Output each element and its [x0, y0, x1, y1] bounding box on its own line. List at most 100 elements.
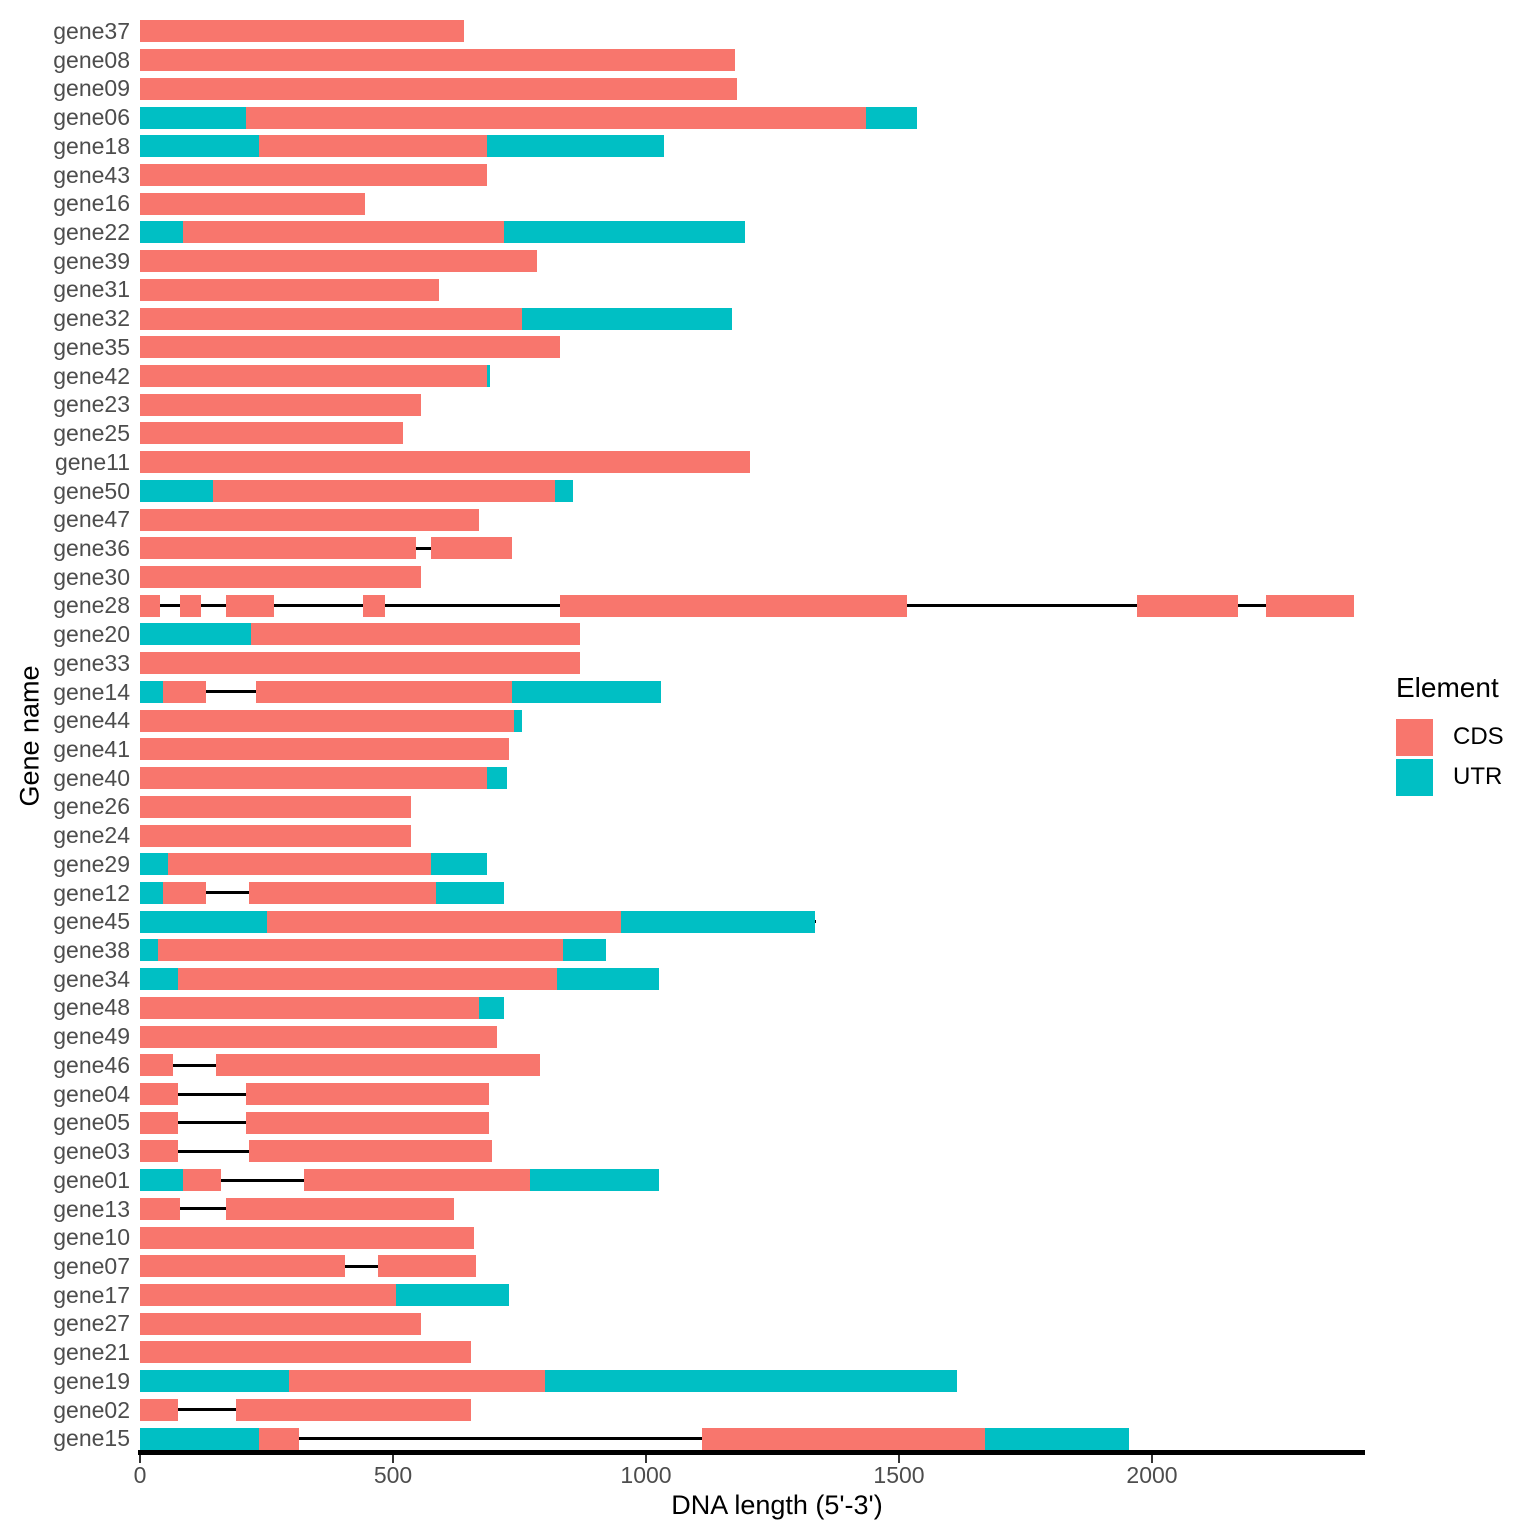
gene-label-gene28: gene28: [53, 592, 130, 619]
gene-segment-cds: [140, 824, 411, 847]
gene-segment-cds: [226, 1197, 454, 1220]
gene-segment-cds: [140, 537, 416, 560]
x-tick-mark: [898, 1455, 900, 1463]
gene-label-gene02: gene02: [53, 1396, 130, 1423]
gene-segment-utr: [430, 853, 487, 876]
gene-segment-cds: [140, 566, 421, 589]
gene-label-gene06: gene06: [53, 104, 130, 131]
gene-label-gene41: gene41: [53, 736, 130, 762]
gene-segment-cds: [140, 1054, 173, 1077]
x-tick-label: 500: [373, 1462, 413, 1488]
gene-segment-cds: [140, 1398, 178, 1421]
gene-label-gene35: gene35: [53, 333, 130, 360]
y-axis-title: Gene name: [14, 665, 45, 807]
legend-label: CDS: [1453, 723, 1504, 750]
gene-segment-cds: [140, 1083, 178, 1105]
gene-segment-cds: [157, 939, 563, 962]
gene-segment-cds: [226, 594, 275, 617]
gene-segment-cds: [559, 594, 907, 617]
gene-segment-cds: [430, 537, 512, 560]
gene-label-gene31: gene31: [53, 276, 130, 303]
gene-segment-cds: [236, 1398, 472, 1421]
gene-segment-cds: [256, 680, 512, 703]
gene-segment-cds: [140, 996, 480, 1019]
x-tick-label: 1000: [620, 1462, 672, 1488]
gene-segment-cds: [140, 1226, 474, 1249]
gene-segment-cds: [140, 652, 581, 675]
gene-segment-cds: [162, 680, 206, 703]
gene-segment-utr: [140, 881, 163, 904]
gene-label-gene05: gene05: [53, 1109, 130, 1136]
gene-segment-utr: [486, 767, 507, 790]
gene-segment-utr: [140, 1370, 290, 1393]
gene-segment-utr: [140, 221, 183, 244]
gene-segment-utr: [620, 910, 816, 933]
gene-label-gene46: gene46: [53, 1051, 130, 1078]
legend-item-utr: UTR: [1396, 758, 1504, 796]
x-tick-label: 0: [133, 1462, 147, 1488]
gene-segment-cds: [162, 881, 206, 904]
x-tick-mark: [392, 1455, 394, 1463]
x-tick-mark: [1151, 1455, 1153, 1463]
gene-segment-cds: [140, 451, 750, 474]
x-axis-title: DNA length (5'-3'): [671, 1490, 883, 1520]
gene-segment-cds: [289, 1370, 545, 1393]
gene-label-gene48: gene48: [53, 994, 130, 1021]
gene-segment-cds: [140, 393, 421, 416]
gene-segment-cds: [140, 77, 738, 100]
gene-segment-cds: [140, 594, 161, 617]
gene-segment-utr: [544, 1370, 958, 1393]
gene-label-gene01: gene01: [53, 1166, 130, 1193]
gene-segment-cds: [140, 738, 510, 761]
gene-segment-cds: [701, 1427, 986, 1450]
gene-label-gene43: gene43: [53, 161, 130, 188]
gene-segment-utr: [504, 221, 745, 244]
legend: Element CDS UTR: [1396, 672, 1504, 798]
gene-segment-cds: [140, 1025, 497, 1048]
gene-segment-utr: [562, 939, 606, 962]
gene-segment-cds: [140, 49, 735, 72]
legend-item-cds: CDS: [1396, 718, 1504, 756]
gene-segment-utr: [529, 1169, 659, 1192]
gene-label-gene45: gene45: [53, 908, 130, 935]
x-tick-mark: [645, 1455, 647, 1463]
gene-segment-cds: [183, 221, 505, 244]
gene-segment-cds: [140, 20, 464, 43]
gene-segment-utr: [522, 307, 732, 330]
gene-segment-utr: [985, 1427, 1130, 1450]
gene-intron-line: [140, 1437, 1130, 1441]
gene-label-gene19: gene19: [53, 1367, 130, 1394]
gene-label-gene50: gene50: [53, 477, 130, 504]
gene-segment-cds: [140, 307, 523, 330]
gene-label-gene27: gene27: [53, 1310, 130, 1337]
gene-label-gene03: gene03: [53, 1138, 130, 1165]
gene-segment-cds: [1265, 594, 1355, 617]
gene-segment-cds: [248, 1140, 492, 1163]
gene-segment-cds: [140, 1255, 345, 1278]
x-tick-label: 1500: [873, 1462, 925, 1488]
gene-segment-utr: [140, 479, 214, 502]
gene-label-gene18: gene18: [53, 132, 130, 159]
gene-label-gene07: gene07: [53, 1252, 130, 1279]
gene-label-gene44: gene44: [53, 707, 130, 734]
gene-segment-utr: [140, 680, 163, 703]
gene-label-gene17: gene17: [53, 1281, 130, 1308]
gene-segment-utr: [395, 1284, 510, 1307]
x-tick-label: 2000: [1126, 1462, 1178, 1488]
gene-segment-cds: [140, 1341, 472, 1364]
gene-label-gene42: gene42: [53, 362, 130, 389]
gene-segment-utr: [140, 106, 247, 129]
gene-label-gene24: gene24: [53, 822, 130, 849]
legend-swatch-cds: [1396, 718, 1433, 756]
gene-label-gene39: gene39: [53, 247, 130, 274]
gene-label-gene09: gene09: [53, 75, 130, 102]
x-tick-mark: [139, 1455, 141, 1463]
gene-label-gene14: gene14: [53, 678, 130, 705]
gene-segment-cds: [140, 336, 560, 359]
gene-segment-cds: [183, 1169, 221, 1192]
gene-segment-utr: [557, 968, 659, 991]
gene-label-gene37: gene37: [53, 18, 130, 44]
gene-segment-cds: [140, 767, 487, 790]
gene-segment-cds: [266, 910, 621, 933]
gene-label-gene26: gene26: [53, 793, 130, 820]
